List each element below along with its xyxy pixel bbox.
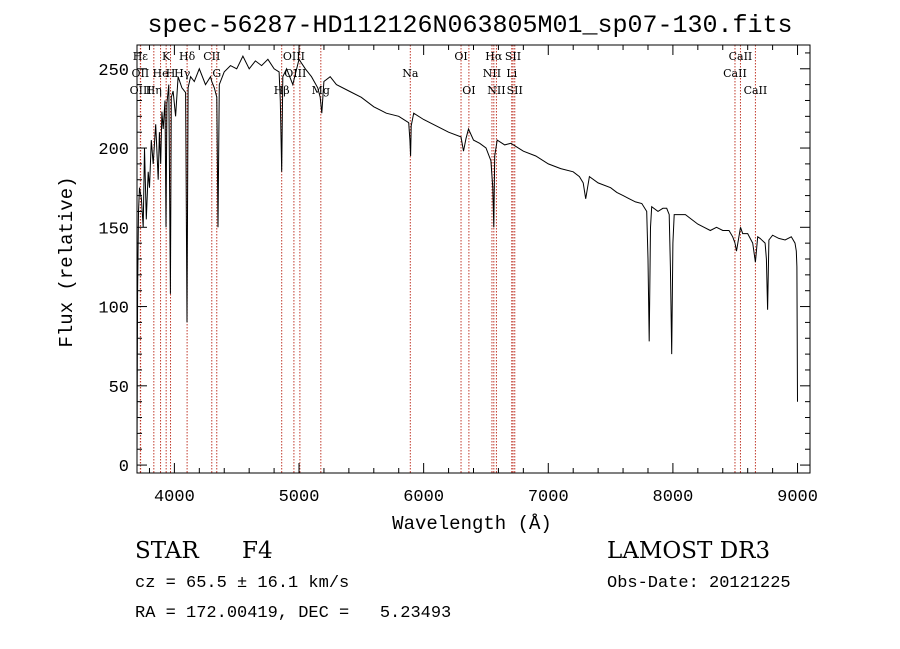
line-label: CaII <box>744 84 768 97</box>
line-label: CaII <box>729 50 753 63</box>
chart-title: spec-56287-HD112126N063805M01_sp07-130.f… <box>147 11 792 40</box>
spectral-marker-lines <box>139 45 756 473</box>
line-label: He <box>153 67 169 80</box>
line-label: H <box>166 67 176 80</box>
y-tick-label: 50 <box>109 379 129 398</box>
y-axis-ticks: 0 50 100 150 200 250 <box>98 52 810 477</box>
line-label: CaII <box>723 67 747 80</box>
x-axis-ticks: 4000 5000 6000 7000 8000 9000 <box>148 45 818 507</box>
line-label: OIII <box>283 50 305 63</box>
line-label: Hβ <box>274 84 290 97</box>
x-tick-label: 6000 <box>403 488 444 507</box>
x-tick-label: 8000 <box>653 488 694 507</box>
spectrum-line <box>136 54 798 458</box>
line-label: Li <box>506 67 517 80</box>
line-label: K <box>162 50 171 63</box>
x-tick-label: 4000 <box>154 488 195 507</box>
line-label: Hα <box>485 50 503 63</box>
line-label: CII <box>203 50 220 63</box>
line-label: Mg <box>312 84 330 97</box>
survey-name: LAMOST DR3 <box>607 538 771 564</box>
line-label: SII <box>507 84 523 97</box>
y-tick-label: 100 <box>98 300 129 319</box>
line-label: G <box>212 67 221 80</box>
line-label: Hγ <box>174 67 191 80</box>
line-label: NII <box>487 84 505 97</box>
observation-date: Obs-Date: 20121225 <box>607 574 791 593</box>
line-label: OII <box>132 67 150 80</box>
object-class: F4 <box>242 538 273 564</box>
line-label: Hε <box>133 50 149 63</box>
line-label: OI <box>462 84 475 97</box>
line-label: Hη <box>146 84 162 97</box>
x-tick-label: 7000 <box>528 488 569 507</box>
x-tick-label: 9000 <box>777 488 818 507</box>
line-label: SII <box>505 50 521 63</box>
line-label: OIII <box>130 84 152 97</box>
y-tick-label: 150 <box>98 220 129 239</box>
line-label: NII <box>483 67 501 80</box>
plot-frame <box>136 44 811 474</box>
y-tick-label: 200 <box>98 141 129 160</box>
object-type: STAR <box>135 538 199 564</box>
y-axis-label: Flux (relative) <box>56 176 78 347</box>
y-tick-label: 0 <box>119 458 129 477</box>
line-label: OI <box>454 50 467 63</box>
redshift-velocity: cz = 65.5 ± 16.1 km/s <box>135 574 350 593</box>
x-tick-label: 5000 <box>279 488 320 507</box>
line-label: Na <box>402 67 419 80</box>
coordinates: RA = 172.00419, DEC = 5.23493 <box>135 604 452 623</box>
y-tick-label: 250 <box>98 62 129 81</box>
line-label: Hδ <box>179 50 196 63</box>
x-axis-label: Wavelength (Å) <box>392 513 552 535</box>
